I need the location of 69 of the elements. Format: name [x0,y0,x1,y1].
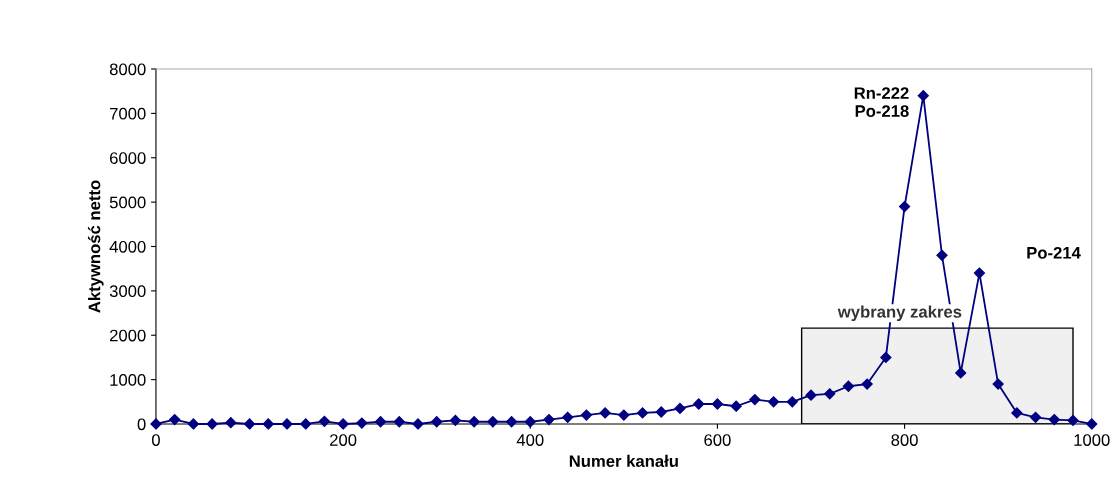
point [805,389,817,401]
point [1011,407,1023,419]
point [767,396,780,408]
point [898,200,911,213]
point [655,406,667,418]
point [318,415,331,427]
point [636,407,649,419]
point [1086,418,1098,430]
point [786,396,798,408]
point [936,249,948,261]
y-tick-label: 3000 [109,285,146,298]
x-tick-label: 600 [704,434,731,446]
point [431,416,443,428]
x-axis-title: Numer kanału [569,454,678,468]
point [524,416,536,428]
point [262,418,274,430]
annotation: Rn-222 Po-218 [854,87,909,117]
point [169,413,181,426]
point [730,400,742,412]
x-tick-label: 1000 [1074,434,1110,446]
point [1048,413,1060,426]
point [543,413,555,426]
band-label: wybrany zakres [837,305,962,322]
point [225,417,237,429]
point [562,411,574,423]
point [711,398,724,410]
point [693,398,705,410]
y-tick-label: 2000 [110,329,146,342]
y-tick-label: 4000 [109,240,146,253]
point [992,378,1004,390]
y-tick-label: 0 [137,418,146,431]
point [674,402,686,415]
annotation: Po-214 [1027,246,1081,259]
point [505,416,518,428]
y-tick-label: 1000 [110,374,146,386]
point [206,418,218,430]
y-tick-label: 5000 [109,196,146,209]
point [449,414,462,427]
y-tick-label: 7000 [110,107,146,120]
point [824,388,836,400]
point [487,416,499,428]
x-tick-label: 400 [516,434,544,446]
point [393,416,405,428]
point [374,416,387,428]
point [842,380,855,392]
point [337,418,349,430]
x-tick-label: 200 [330,434,357,446]
point [749,393,761,406]
point [1029,411,1042,423]
y-axis-title: Aktywność netto [87,180,104,313]
point [243,418,256,430]
x-tick-label: 0 [151,434,160,446]
y-tick-label: 6000 [110,152,146,164]
point [861,378,873,390]
point [150,418,162,430]
y-tick-label: 8000 [109,63,146,76]
point [618,409,630,421]
point [917,90,929,102]
point [468,416,480,428]
point [973,267,986,279]
point [599,407,611,419]
point [955,367,967,379]
point [187,418,199,430]
point [580,409,593,421]
point [300,418,312,430]
x-tick-label: 800 [891,434,918,446]
point [880,351,892,364]
point [356,417,368,429]
point [1067,414,1079,427]
